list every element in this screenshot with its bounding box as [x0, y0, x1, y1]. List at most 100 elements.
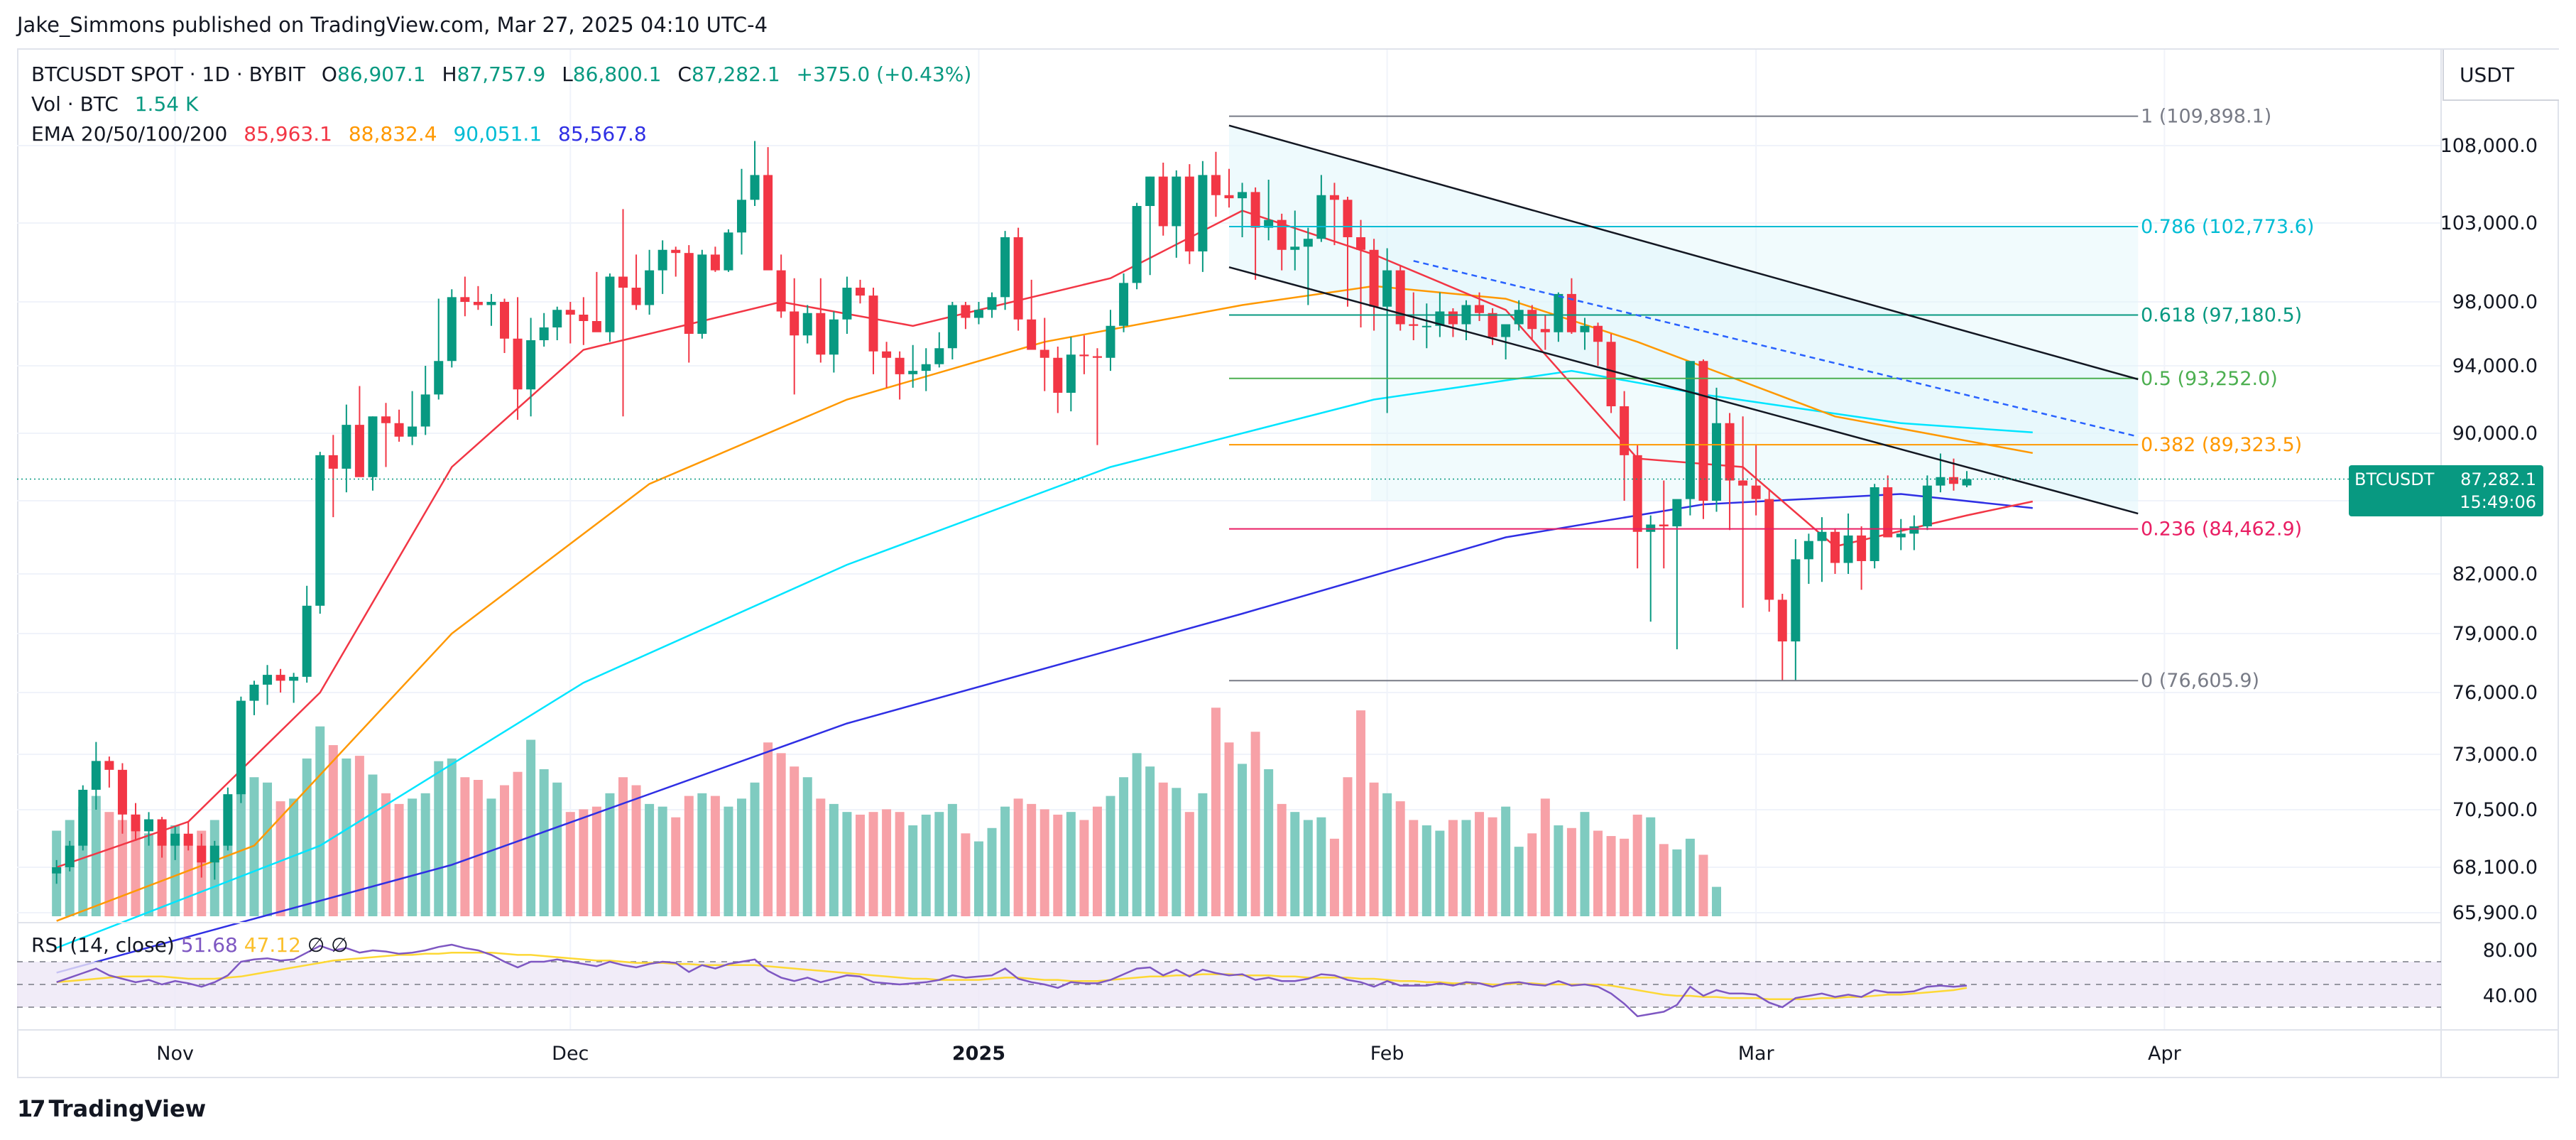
rsi-ma-line	[56, 951, 1968, 1001]
tradingview-logo[interactable]: 𝟭𝟳 TradingView	[17, 1095, 206, 1122]
candle-body	[1698, 361, 1708, 501]
time-tick-label: Nov	[156, 1043, 194, 1065]
volume-bar	[631, 785, 641, 916]
volume-bar	[1514, 847, 1524, 916]
fib-level-label: 0.382 (89,323.5)	[2141, 434, 2302, 456]
channel-fill	[1229, 125, 2139, 514]
volume-bar	[1053, 814, 1063, 916]
volume-bar	[1646, 817, 1656, 916]
volume-bar	[591, 806, 601, 916]
candle-body	[882, 351, 892, 358]
candle-body	[947, 305, 957, 349]
volume-bar	[816, 798, 826, 916]
symbol-legend[interactable]: BTCUSDT SPOT · 1D · BYBIT O86,907.1 H87,…	[31, 63, 981, 86]
candle-body	[197, 845, 207, 863]
rsi-legend[interactable]: RSI (14, close) 51.68 47.12 ∅ ∅	[31, 933, 349, 957]
hidden-value-icon: ∅	[331, 933, 349, 957]
candle-body	[684, 253, 694, 334]
candle-body	[1962, 479, 1972, 486]
candle-body	[657, 249, 667, 271]
candle-body	[855, 288, 865, 296]
candle-body	[1250, 192, 1260, 228]
volume-bar	[1554, 825, 1563, 916]
candle-body	[315, 455, 325, 606]
volume-legend[interactable]: Vol · BTC 1.54 K	[31, 92, 208, 116]
candle-body	[1527, 310, 1537, 330]
candle-body	[736, 200, 746, 233]
volume-bar	[855, 814, 865, 916]
rsi-tick-label: 40.00	[2483, 985, 2538, 1007]
volume-bar	[1079, 820, 1089, 916]
volume-bar	[1685, 838, 1695, 916]
price-tick-label: 73,000.0	[2452, 744, 2538, 766]
publisher-attribution: Jake_Simmons published on TradingView.co…	[17, 13, 768, 37]
volume-bar	[1198, 793, 1208, 916]
price-tick-label: 103,000.0	[2440, 212, 2538, 234]
candle-body	[52, 867, 62, 874]
volume-bar	[1527, 833, 1537, 916]
volume-bar	[1158, 782, 1168, 916]
volume-bar	[1224, 742, 1234, 916]
volume-bar	[829, 803, 839, 916]
fib-level-label: 0.618 (97,180.5)	[2141, 304, 2302, 326]
rsi-line	[56, 943, 1968, 1018]
candle-body	[1909, 526, 1919, 534]
candle-body	[1409, 324, 1419, 326]
candle-body	[1027, 319, 1037, 350]
volume-bar	[645, 803, 655, 916]
volume-bar	[381, 793, 391, 916]
volume-bar	[1593, 830, 1603, 916]
candle-body	[500, 302, 510, 339]
price-tick-label: 70,500.0	[2452, 799, 2538, 821]
ema-label: EMA 20/50/100/200	[31, 122, 228, 146]
candle-body	[710, 254, 720, 271]
candle-body	[552, 310, 562, 327]
candle-body	[460, 297, 470, 302]
candle-body	[987, 297, 997, 310]
volume-bar	[1329, 838, 1339, 916]
volume-bar	[1013, 798, 1023, 916]
volume-bar	[1672, 849, 1682, 916]
volume-bar	[842, 812, 852, 916]
rsi-band	[17, 962, 2441, 1007]
ema200-value: 85,567.8	[558, 122, 647, 146]
candle-body	[236, 700, 246, 795]
volume-bar	[486, 798, 496, 916]
open-value: 86,907.1	[337, 63, 426, 86]
ohlc-readout: O86,907.1 H87,757.9 L86,800.1 C87,282.1 …	[322, 63, 981, 86]
volume-bar	[1632, 814, 1642, 916]
price-tag-value: 87,282.1	[2460, 469, 2536, 489]
candle-body	[328, 455, 338, 469]
volume-bar	[1092, 806, 1102, 916]
candle-body	[368, 416, 378, 477]
volume-bar	[1540, 798, 1550, 916]
fib-level-label: 1 (109,898.1)	[2141, 106, 2271, 128]
volume-bar	[104, 812, 114, 916]
candle-body	[275, 675, 285, 681]
candle-body	[591, 321, 601, 332]
candle-body	[1540, 329, 1550, 332]
volume-bar	[315, 726, 325, 916]
volume-bar	[1501, 806, 1511, 916]
ema-legend[interactable]: EMA 20/50/100/200 85,963.1 88,832.4 90,0…	[31, 122, 657, 146]
candle-body	[1803, 541, 1813, 560]
candle-body	[1817, 531, 1827, 541]
candle-body	[842, 288, 852, 320]
currency-button[interactable]: USDT	[2443, 50, 2559, 101]
volume-bar	[500, 785, 510, 916]
time-tick-label: Mar	[1738, 1043, 1775, 1065]
candle-body	[1119, 283, 1129, 326]
volume-bar	[947, 803, 957, 916]
candle-body	[1870, 487, 1879, 561]
candle-body	[539, 327, 549, 340]
candle-body	[209, 845, 219, 863]
candle-body	[565, 310, 575, 315]
candle-body	[104, 761, 114, 770]
candle-body	[1712, 423, 1722, 501]
time-tick-label: Apr	[2148, 1043, 2182, 1065]
chart-frame[interactable]	[17, 48, 2559, 1078]
volume-bar	[802, 777, 812, 916]
price-tick-label: 68,100.0	[2452, 857, 2538, 879]
volume-bar	[1145, 766, 1155, 916]
